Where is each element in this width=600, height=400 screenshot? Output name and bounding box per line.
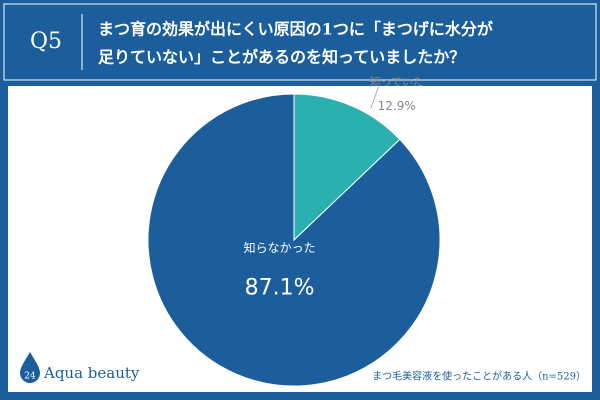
slice-label: 知っていた <box>369 75 423 89</box>
question-label: Q5 <box>30 29 62 54</box>
brand-number: 24 <box>24 372 36 382</box>
leader-line <box>370 86 380 109</box>
title-line: まつ育の効果が出にくい原因の1つに「まつげに水分が <box>98 20 493 39</box>
slice-value-label: 87.1% <box>245 276 315 301</box>
slice-label: 知らなかった <box>244 241 316 255</box>
pie-slice <box>147 93 441 387</box>
pie-slice <box>293 93 401 242</box>
logo-drop <box>20 352 40 383</box>
brand-name: Aqua beauty <box>43 364 140 382</box>
slice-value-label: 12.9% <box>378 99 416 113</box>
title-line: 足りていない」ことがあるのを知っていましたか？ <box>98 48 465 67</box>
note: まつ毛美容液を使ったことがある人（n=529） <box>372 370 586 383</box>
header-frame <box>3 3 597 81</box>
